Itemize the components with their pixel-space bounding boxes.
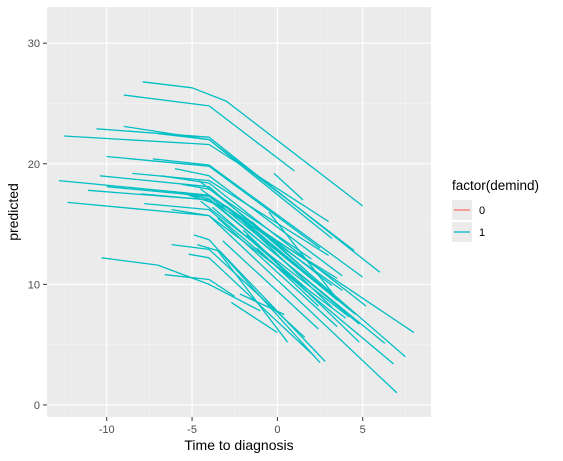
series-line (193, 234, 321, 364)
series-layer (58, 81, 415, 394)
series-line (188, 253, 316, 358)
series-line (106, 155, 321, 249)
series-line (164, 274, 236, 297)
series-line (157, 132, 333, 240)
series-line (251, 221, 309, 273)
series-line (174, 167, 343, 277)
legend: factor(demind) 0 1 (452, 178, 539, 242)
y-tick-label: 10 (28, 279, 40, 291)
legend-label-0: 0 (479, 205, 485, 217)
series-line (142, 81, 364, 207)
series-line (123, 94, 295, 172)
series-line (171, 208, 347, 319)
series-line (222, 240, 319, 330)
series-line (268, 211, 340, 302)
series-line (200, 200, 350, 318)
y-axis: 0 10 20 30 (28, 38, 47, 412)
series-line (132, 172, 329, 256)
x-tick-label: -5 (187, 424, 197, 436)
series-line (152, 158, 364, 278)
series-line (161, 175, 367, 307)
series-line (140, 193, 338, 279)
series-line (218, 250, 326, 362)
legend-title: factor(demind) (452, 178, 539, 193)
series-line (101, 257, 261, 312)
series-line (256, 247, 319, 307)
x-tick-label: 5 (360, 424, 366, 436)
series-line (188, 194, 338, 301)
y-tick-label: 30 (28, 38, 40, 50)
series-line (178, 192, 360, 325)
series-line (171, 243, 306, 338)
series-line (64, 135, 329, 223)
series-line (144, 202, 394, 365)
series-line (234, 212, 333, 308)
legend-label-1: 1 (479, 227, 485, 239)
y-axis-title: predicted (5, 183, 21, 241)
x-axis-title: Time to diagnosis (184, 437, 293, 453)
x-tick-label: -10 (99, 424, 115, 436)
x-axis: -10 -5 0 5 (99, 417, 366, 436)
series-line (246, 234, 307, 293)
y-tick-label: 0 (34, 400, 40, 412)
series-line (273, 172, 304, 201)
y-tick-label: 20 (28, 159, 40, 171)
series-line (99, 175, 406, 358)
series-line (197, 243, 289, 343)
x-tick-label: 0 (274, 424, 280, 436)
series-line (230, 301, 278, 334)
series-line (217, 217, 338, 328)
